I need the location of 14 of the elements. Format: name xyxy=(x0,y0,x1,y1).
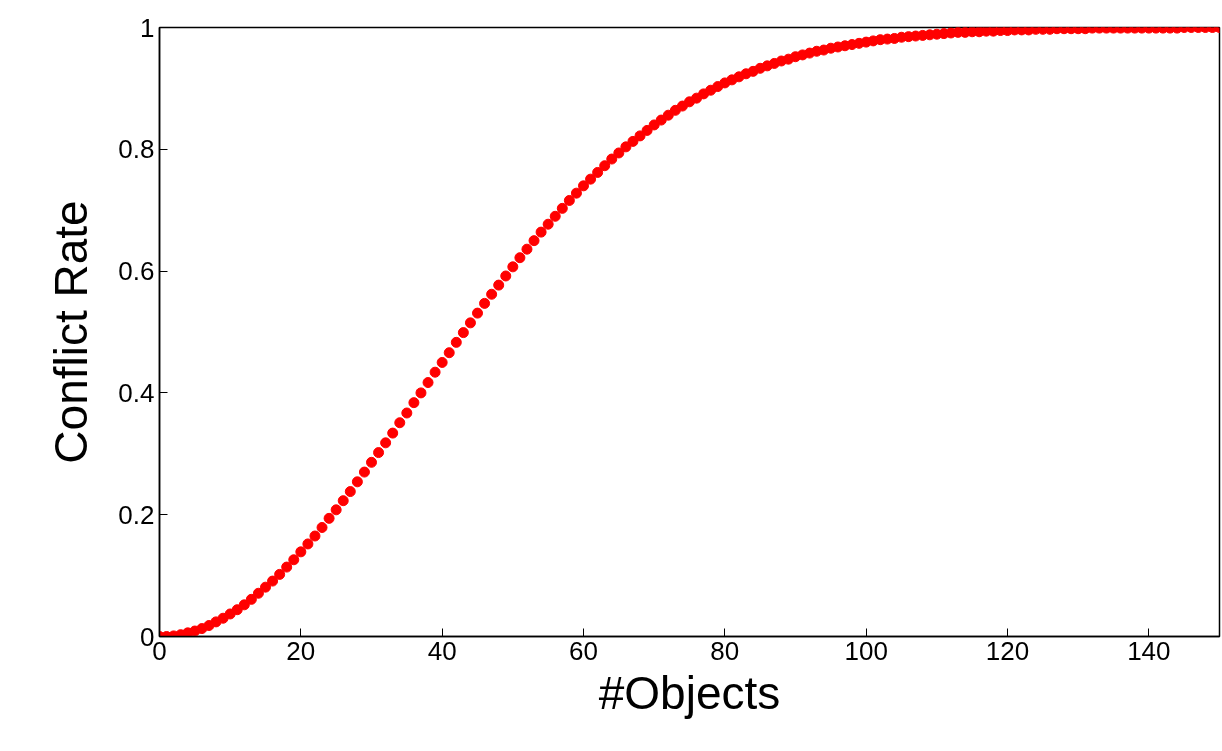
x-tick-label: 80 xyxy=(710,635,740,666)
x-tick-label: 60 xyxy=(569,635,598,666)
x-tick-label: 100 xyxy=(844,635,888,666)
x-tick-label: 140 xyxy=(1127,635,1171,666)
x-tick-label: 120 xyxy=(985,635,1030,666)
y-axis-title: Conflict Rate xyxy=(45,200,98,464)
x-tick-label: 40 xyxy=(427,635,457,666)
x-axis-title: #Objects xyxy=(598,666,781,719)
y-tick-label: 0.6 xyxy=(118,256,155,287)
y-tick-label: 0.8 xyxy=(118,134,155,165)
y-tick-label: 0.2 xyxy=(118,499,155,530)
x-tick-label: 20 xyxy=(286,635,316,666)
y-tick-label: 1 xyxy=(140,12,155,43)
y-tick-label: 0.4 xyxy=(118,377,155,408)
